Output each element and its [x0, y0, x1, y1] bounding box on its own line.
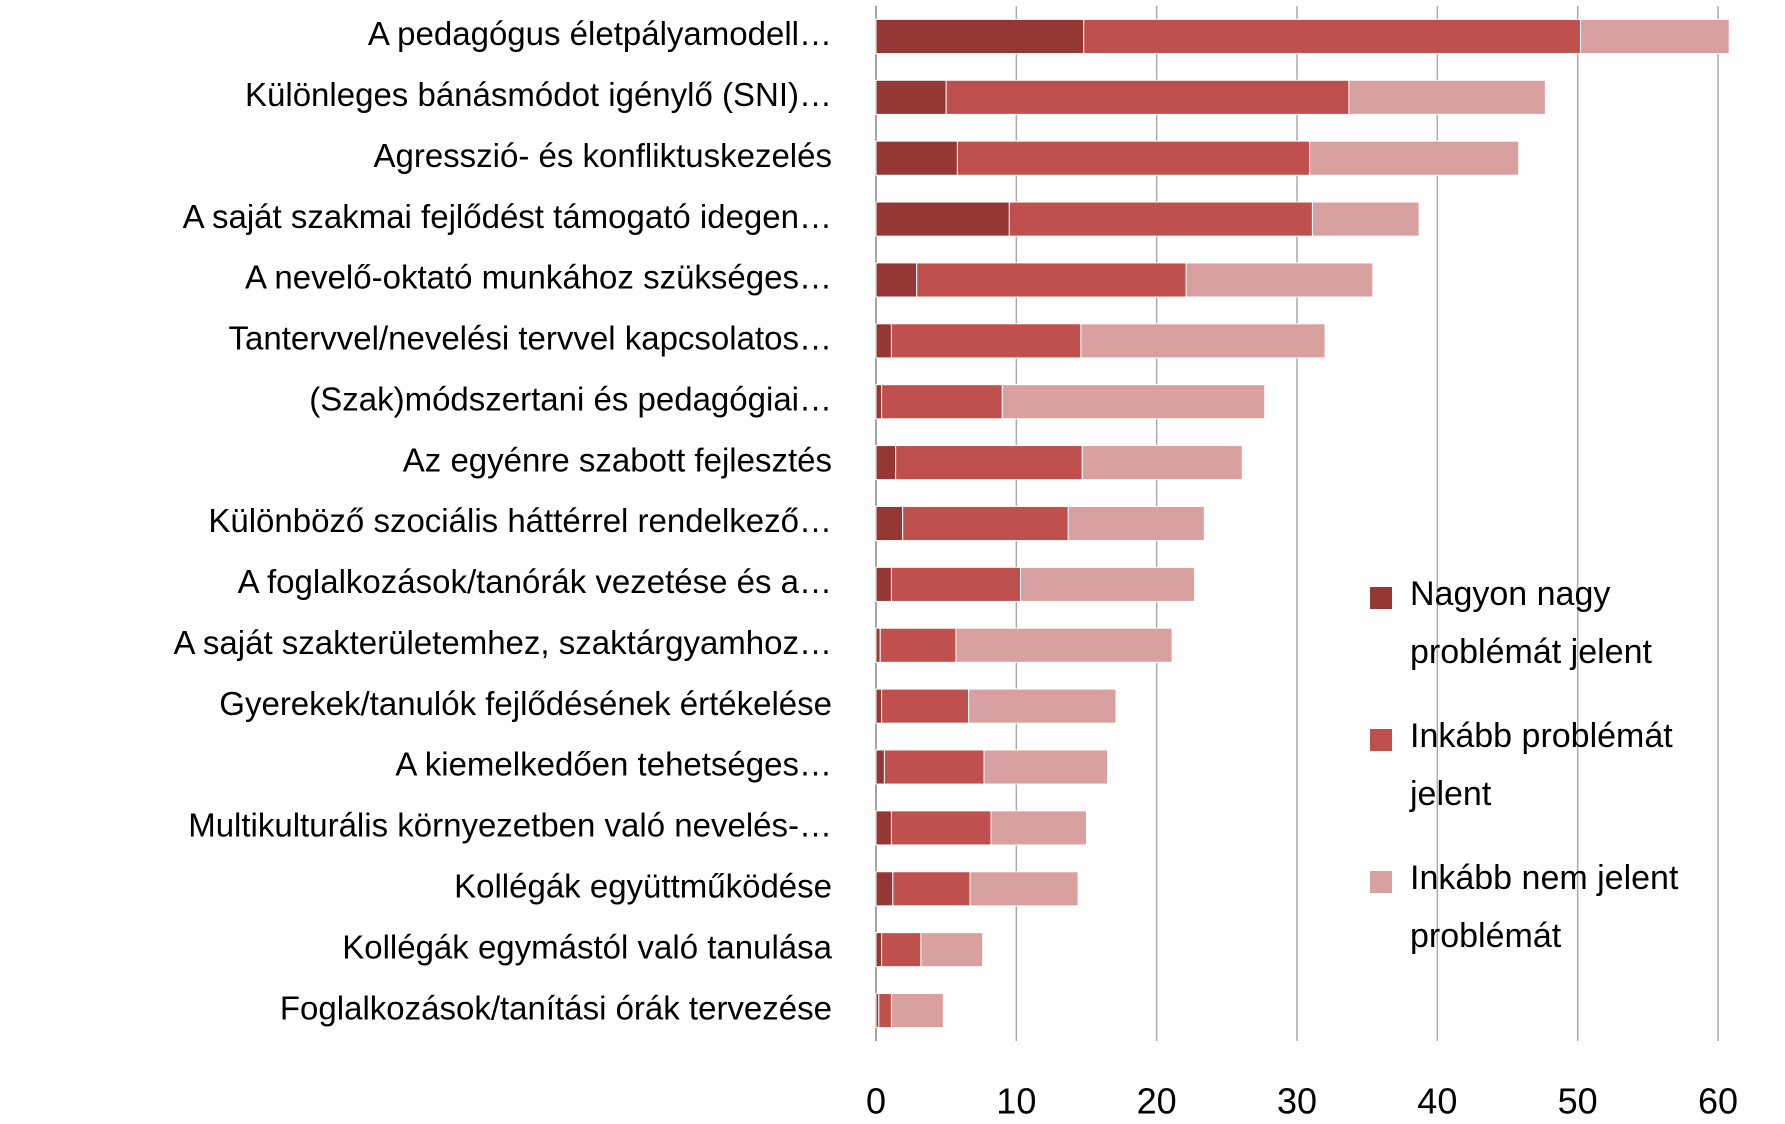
- x-tick-label: 50: [1558, 1081, 1598, 1122]
- legend-item: Inkább nem jelent problémát: [1370, 849, 1750, 965]
- x-tick-label: 60: [1698, 1081, 1738, 1122]
- y-tick-label: A pedagógus életpályamodell…: [368, 15, 832, 52]
- bar-segment: [875, 201, 1010, 237]
- y-tick-label: Foglalkozások/tanítási órák tervezése: [280, 989, 832, 1026]
- y-tick-label: Kollégák együttműködése: [454, 868, 832, 905]
- bar-segment: [955, 627, 1173, 663]
- bar-segment: [920, 932, 984, 968]
- legend-item: Nagyon nagy problémát jelent: [1370, 565, 1750, 681]
- x-tick-label: 30: [1277, 1081, 1317, 1122]
- legend-swatch: [1370, 587, 1392, 609]
- y-tick-label: Különböző szociális háttérrel rendelkező…: [208, 502, 832, 539]
- x-tick-label: 10: [996, 1081, 1036, 1122]
- bar-segment: [968, 688, 1117, 724]
- bar-segment: [892, 871, 971, 907]
- bar-segment: [881, 688, 970, 724]
- bar-segment: [1067, 505, 1205, 542]
- y-tick-label: Az egyénre szabott fejlesztés: [403, 441, 832, 478]
- y-tick-label: Különleges bánásmódot igénylő (SNI)…: [245, 76, 832, 113]
- bar-segment: [1185, 262, 1374, 298]
- bar-segment: [1083, 18, 1581, 54]
- legend-item: Inkább problémát jelent: [1370, 707, 1750, 823]
- bar-segment: [875, 627, 881, 663]
- bar-segment: [1348, 79, 1546, 115]
- bar-segment: [875, 505, 904, 542]
- bar-segment: [945, 79, 1350, 115]
- bar-segment: [875, 566, 892, 602]
- bar-segment: [875, 871, 894, 907]
- bar-segment: [890, 566, 1022, 602]
- bar-segment: [881, 932, 922, 968]
- y-tick-label: Tantervvel/nevelési tervvel kapcsolatos…: [229, 320, 832, 357]
- bar-segment: [916, 262, 1187, 298]
- bar-segment: [875, 262, 918, 298]
- x-tick-label: 40: [1417, 1081, 1457, 1122]
- bar-segment: [902, 505, 1069, 542]
- bar-segment: [875, 140, 958, 176]
- x-tick-label: 0: [866, 1081, 886, 1122]
- bar-segment: [875, 810, 892, 846]
- bar-segment: [875, 932, 883, 968]
- x-tick-label: 20: [1137, 1081, 1177, 1122]
- bar-segment: [878, 993, 892, 1029]
- bar-segment: [883, 749, 985, 785]
- y-tick-label: Agresszió- és konfliktuskezelés: [373, 137, 832, 174]
- legend: Nagyon nagy problémát jelent Inkább probl…: [1370, 565, 1770, 991]
- bar-segment: [969, 871, 1079, 907]
- legend-label: Inkább nem jelent problémát: [1410, 859, 1679, 955]
- bar-segment: [895, 445, 1083, 481]
- bar-segment: [890, 323, 1082, 359]
- y-tick-label: Multikulturális környezetben való nevelé…: [188, 807, 832, 844]
- bar-segment: [1311, 201, 1420, 237]
- bar-segment: [875, 749, 885, 785]
- bar-segment: [956, 140, 1311, 176]
- y-tick-label: A saját szakterületemhez, szaktárgyamhoz…: [174, 624, 832, 661]
- bar-segment: [875, 79, 947, 115]
- bar-segment: [879, 627, 957, 663]
- bar-segment: [875, 323, 892, 359]
- bar-segment: [1081, 445, 1243, 481]
- bar-segment: [890, 810, 992, 846]
- bar-segment: [1309, 140, 1520, 176]
- y-tick-label: Gyerekek/tanulók fejlődésének értékelése: [219, 685, 832, 722]
- bar-segment: [875, 384, 883, 420]
- bar-segment: [1001, 384, 1266, 420]
- y-tick-label: A saját szakmai fejlődést támogató idege…: [183, 198, 832, 235]
- y-tick-label: A foglalkozások/tanórák vezetése és a…: [238, 563, 832, 600]
- bar-segment: [1008, 201, 1313, 237]
- bar-segment: [983, 749, 1109, 785]
- y-tick-label: A kiemelkedően tehetséges…: [395, 746, 832, 783]
- bar-segment: [881, 384, 1003, 420]
- legend-label: Inkább problémát jelent: [1410, 717, 1673, 813]
- legend-swatch: [1370, 729, 1392, 751]
- bar-segment: [990, 810, 1087, 846]
- bar-segment: [875, 445, 897, 481]
- bar-segment: [1579, 18, 1730, 54]
- bar-segment: [890, 993, 944, 1029]
- y-tick-label: Kollégák egymástól való tanulása: [342, 928, 832, 965]
- y-tick-label: A nevelő-oktató munkához szükséges…: [245, 259, 832, 296]
- y-tick-label: (Szak)módszertani és pedagógiai…: [309, 380, 832, 417]
- bar-segment: [1080, 323, 1326, 359]
- legend-label: Nagyon nagy problémát jelent: [1410, 575, 1652, 671]
- legend-swatch: [1370, 871, 1392, 893]
- bar-segment: [1020, 566, 1196, 602]
- bar-segment: [875, 688, 883, 724]
- bar-segment: [875, 18, 1085, 54]
